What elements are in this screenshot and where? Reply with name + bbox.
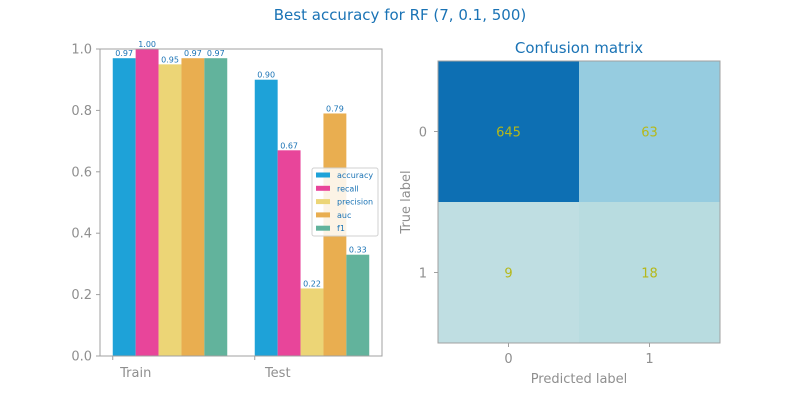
cm-cell-0-0 bbox=[438, 61, 579, 202]
cm-x-label: Predicted label bbox=[531, 372, 628, 387]
bar-value-label: 0.90 bbox=[257, 71, 275, 80]
cm-ticks: 0 1 0 1 bbox=[419, 126, 654, 368]
bar-value-label: 0.97 bbox=[184, 49, 202, 58]
bar-y-tick-label: 0.4 bbox=[71, 227, 92, 242]
bar-value-label: 1.00 bbox=[138, 40, 156, 49]
bar-y-ticks: 0.0 0.2 0.4 0.6 0.8 1.0 bbox=[71, 43, 100, 365]
legend-swatch-precision bbox=[316, 199, 330, 205]
legend-label-accuracy: accuracy bbox=[337, 171, 373, 180]
bar-value-label: 0.67 bbox=[280, 141, 298, 150]
bar-value-label: 0.97 bbox=[207, 49, 225, 58]
legend-swatch-f1 bbox=[316, 225, 330, 231]
bar-value-label: 0.22 bbox=[303, 279, 321, 288]
bar-y-tick-label: 0.6 bbox=[71, 165, 92, 180]
cm-cell-0-1 bbox=[579, 61, 720, 202]
cm-cell-value: 645 bbox=[496, 126, 521, 141]
bar-auc-train bbox=[181, 58, 205, 357]
bar-y-tick-label: 1.0 bbox=[71, 43, 92, 58]
cm-cells: 645 63 9 18 bbox=[438, 61, 720, 343]
cm-cell-value: 18 bbox=[641, 267, 658, 282]
bar-x-ticks: Train Test bbox=[112, 356, 291, 381]
bar-y-tick-label: 0.0 bbox=[71, 350, 92, 365]
bar-f1-test bbox=[346, 254, 370, 356]
cm-y-tick-label: 1 bbox=[419, 267, 427, 282]
bar-accuracy-train bbox=[112, 58, 136, 357]
bar-legend: accuracy recall precision auc f1 bbox=[311, 167, 379, 237]
legend-label-recall: recall bbox=[337, 184, 359, 193]
legend-label-f1: f1 bbox=[337, 224, 345, 233]
bar-axes-frame bbox=[99, 48, 383, 357]
legend-label-auc: auc bbox=[337, 211, 351, 220]
cm-cell-value: 63 bbox=[641, 126, 658, 141]
confusion-matrix: Confusion matrix 645 63 9 18 0 1 0 1 Predicted… bbox=[399, 39, 721, 387]
cm-x-tick-label: 1 bbox=[645, 352, 653, 367]
bar-value-label: 0.95 bbox=[161, 55, 179, 64]
cm-cell-1-0 bbox=[438, 202, 579, 343]
bar-value-label: 0.97 bbox=[115, 49, 133, 58]
cm-x-tick-label: 0 bbox=[504, 352, 512, 367]
cm-frame bbox=[437, 60, 721, 344]
bar-value-labels: 0.97 1.00 0.95 0.97 0.97 0.90 0.67 0.22 0.79 0.33 bbox=[115, 40, 366, 288]
bar-y-tick-label: 0.2 bbox=[71, 288, 92, 303]
bar-accuracy-test bbox=[254, 79, 278, 356]
bar-precision-test bbox=[300, 288, 324, 356]
figure-title: Best accuracy for RF (7, 0.1, 500) bbox=[274, 6, 526, 24]
cm-y-tick-label: 0 bbox=[419, 126, 427, 141]
legend-frame bbox=[311, 167, 379, 237]
cm-cell-1-1 bbox=[579, 202, 720, 343]
bar-value-label: 0.33 bbox=[349, 246, 367, 255]
bar-chart: 0.00.20.40.60.81.0 Train Test 0.971.000.9… bbox=[71, 40, 383, 381]
legend-swatch-accuracy bbox=[316, 172, 330, 178]
bar-value-label: 0.79 bbox=[326, 104, 344, 113]
bar-f1-train bbox=[204, 58, 228, 357]
legend-swatch-auc bbox=[316, 212, 330, 218]
bar-x-tick-label: Train bbox=[119, 366, 151, 381]
legend-label-precision: precision bbox=[337, 198, 373, 207]
cm-y-label: True label bbox=[399, 170, 414, 234]
cm-title: Confusion matrix bbox=[515, 39, 643, 57]
bar-recall-test bbox=[277, 150, 301, 356]
cm-cell-value: 9 bbox=[504, 267, 512, 282]
legend-swatch-recall bbox=[316, 185, 330, 191]
bar-precision-train bbox=[158, 64, 182, 356]
bar-recall-train bbox=[135, 49, 159, 356]
bar-y-tick-label: 0.8 bbox=[71, 104, 92, 119]
bar-x-tick-label: Test bbox=[264, 366, 291, 381]
